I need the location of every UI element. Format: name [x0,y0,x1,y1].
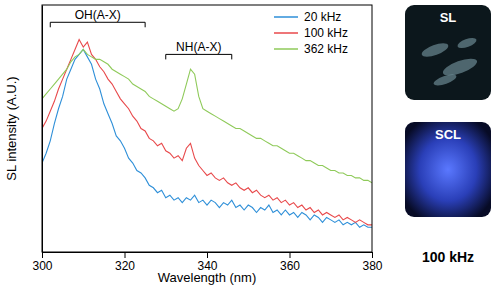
inset-panel: SCL [405,122,491,217]
x-tick: 380 [362,252,382,273]
inset-texture [441,55,479,79]
inset-caption: 100 kHz [422,249,474,265]
legend-swatch [274,48,298,50]
series-line [42,40,372,225]
x-tick-mark [372,252,373,258]
y-axis-title: SL intensity (A.U.) [4,76,19,180]
legend-swatch [274,16,298,18]
annotation-bracket [50,22,145,27]
x-tick: 300 [32,252,52,273]
x-tick-mark [42,252,43,258]
y-axis-line [42,6,43,253]
plot-frame [42,5,372,252]
annotation-bracket [166,54,232,59]
y-axis [42,6,43,253]
legend-label: 20 kHz [304,10,341,24]
inset-panel: SL [405,5,491,100]
x-tick-label: 380 [362,259,382,273]
inset-texture [456,36,478,50]
x-tick: 320 [115,252,135,273]
annotation-text: OH(A-X) [75,8,121,22]
chart-svg: 300320340360380Wavelength (nm)SL intensi… [0,0,500,285]
chart-root: 300320340360380Wavelength (nm)SL intensi… [0,0,500,285]
annotation: OH(A-X) [50,8,145,27]
inset-image [405,5,491,100]
series-line [42,49,372,227]
x-tick-mark [125,252,126,258]
x-tick-label: 300 [32,259,52,273]
inset-label: SL [440,10,457,25]
annotation-text: NH(A-X) [176,40,221,54]
x-tick: 360 [280,252,300,273]
inset-texture [432,72,457,88]
x-tick-label: 360 [280,259,300,273]
series-line [42,49,372,182]
annotation: NH(A-X) [166,40,232,59]
x-tick-mark [290,252,291,258]
inset-label: SCL [435,127,461,142]
legend-swatch [274,32,298,34]
legend-label: 362 kHz [304,42,348,56]
inset-image [405,122,491,217]
inset-texture [420,41,450,60]
x-axis-title: Wavelength (nm) [158,270,257,285]
legend: 20 kHz 100 kHz 362 kHz [274,10,348,56]
plot-area [42,40,372,228]
x-tick-label: 320 [115,259,135,273]
legend-label: 100 kHz [304,26,348,40]
x-tick-mark [207,252,208,258]
